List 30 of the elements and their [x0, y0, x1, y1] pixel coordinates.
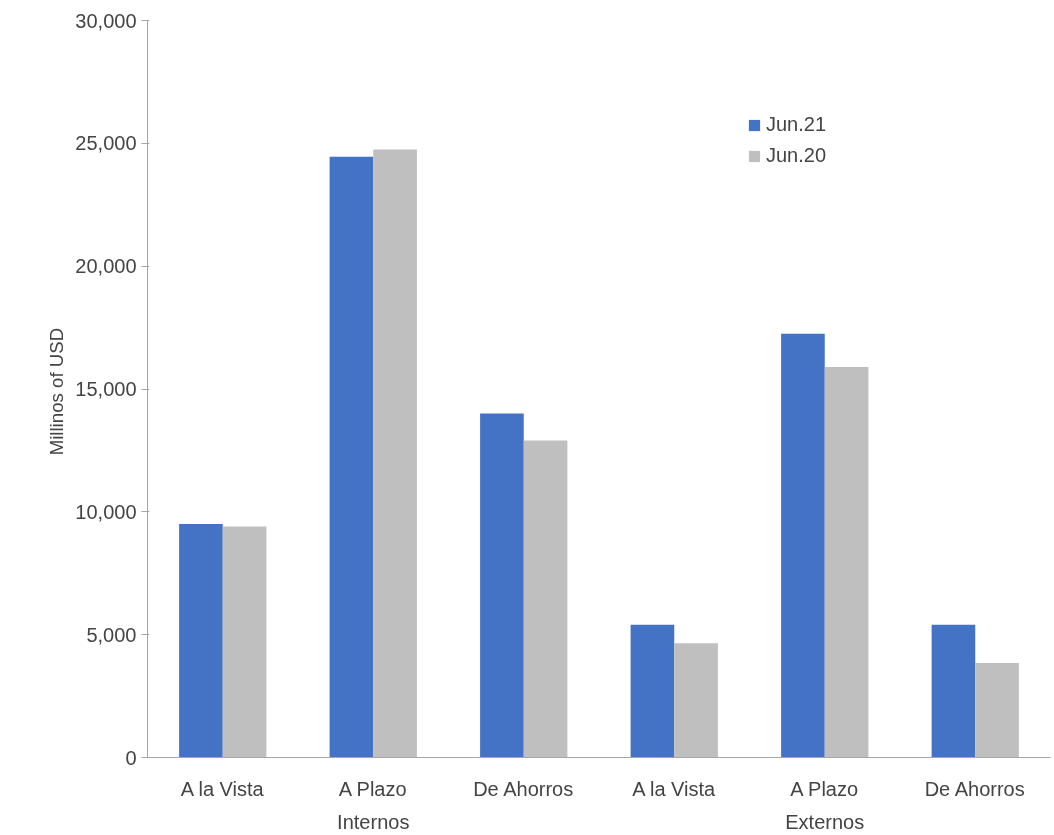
bar: [931, 624, 976, 758]
x-tick-label: A Plazo: [338, 777, 407, 800]
bar: [824, 366, 869, 758]
y-tick-label: 20,000: [75, 255, 137, 278]
x-tick-label: A la Vista: [180, 777, 265, 800]
bar: [373, 149, 417, 758]
text: Externos: [785, 810, 865, 833]
bar: [674, 643, 718, 758]
x-tick-label: De Ahorros: [924, 777, 1025, 800]
y-tick-label: 25,000: [75, 132, 137, 155]
y-tick-label: 0: [125, 746, 137, 769]
bar: [523, 440, 568, 758]
legend-label: Jun.21: [766, 113, 827, 136]
y-tick-label: 10,000: [75, 500, 137, 523]
y-axis-title: Millinos of USD: [46, 327, 68, 456]
legend-label: Jun.20: [766, 144, 827, 167]
bar: [781, 333, 825, 758]
bar: [630, 624, 675, 758]
text: Internos: [337, 810, 410, 833]
bar: [222, 526, 267, 758]
bar: [329, 156, 374, 758]
bar: [975, 662, 1019, 758]
y-tick-label: 15,000: [75, 378, 137, 400]
bar: [179, 524, 223, 758]
y-tick-label: 30,000: [75, 9, 137, 32]
x-tick-label: A Plazo: [790, 777, 859, 800]
x-tick-label: De Ahorros: [473, 777, 574, 800]
y-tick-label: 5,000: [86, 623, 137, 646]
bar: [480, 413, 524, 758]
x-tick-label: A la Vista: [632, 777, 717, 800]
